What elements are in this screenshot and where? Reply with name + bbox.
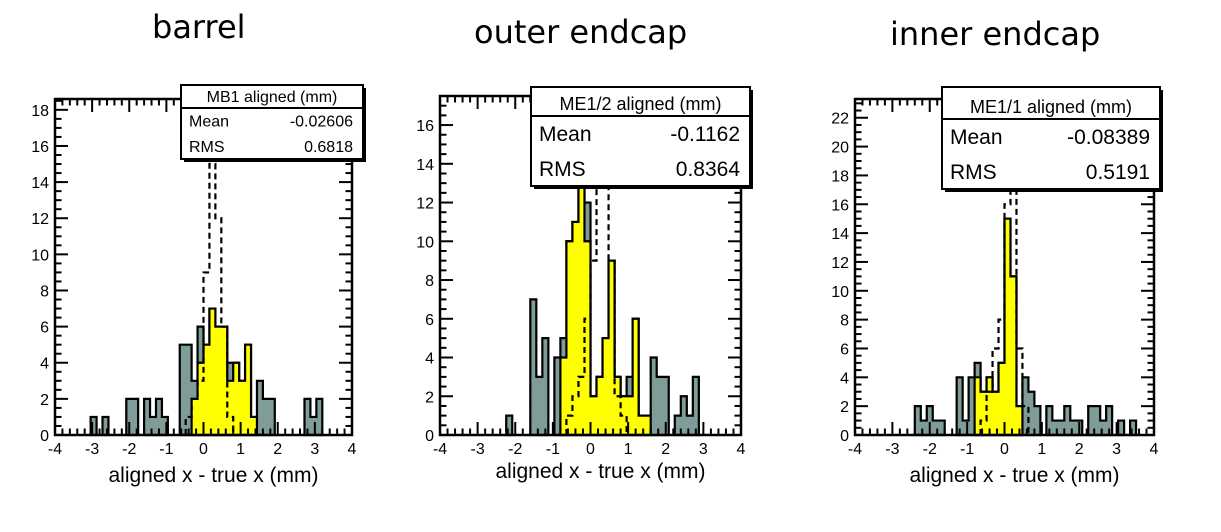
x-tick-label: -3 — [85, 441, 99, 458]
y-tick-label: 16 — [31, 139, 49, 156]
stats-row-label: Mean — [950, 126, 1003, 149]
y-tick-label: 12 — [31, 211, 49, 228]
x-tick-label: 2 — [661, 441, 670, 458]
x-tick-label: -3 — [885, 441, 899, 458]
x-tick-label: 3 — [310, 441, 319, 458]
stats-row-label: RMS — [950, 161, 997, 184]
y-tick-label: 14 — [31, 175, 49, 192]
stats-row-label: Mean — [189, 113, 229, 130]
stats-box-title: ME1/2 aligned (mm) — [559, 94, 721, 114]
chart-title-inner-endcap: inner endcap — [890, 15, 1101, 53]
y-tick-label: 10 — [416, 234, 434, 251]
series-dashed — [565, 104, 628, 435]
stats-box: MB1 aligned (mm) Mean -0.02606 RMS 0.6818 — [180, 84, 366, 162]
y-tick-label: 14 — [831, 226, 849, 243]
y-tick-label: 8 — [40, 283, 49, 300]
stats-box: ME1/2 aligned (mm) Mean -0.1162 RMS 0.8364 — [530, 86, 753, 189]
y-tick-label: 0 — [40, 428, 49, 445]
y-tick-label: 18 — [31, 103, 49, 120]
y-tick-label: 12 — [416, 196, 434, 213]
chart-title-outer-endcap: outer endcap — [474, 13, 688, 51]
chart-title-barrel: barrel — [152, 8, 246, 46]
series-initial — [913, 217, 1138, 437]
y-tick-label: 22 — [831, 111, 849, 128]
y-tick-label: 6 — [425, 312, 434, 329]
y-tick-label: 0 — [840, 428, 849, 445]
x-axis-label: aligned x - true x (mm) — [909, 464, 1119, 487]
x-tick-label: -1 — [960, 441, 974, 458]
x-tick-label: 1 — [624, 441, 633, 458]
x-tick-label: 3 — [699, 441, 708, 458]
y-tick-label: 2 — [40, 392, 49, 409]
axis-ticks — [54, 99, 353, 436]
y-tick-label: 10 — [831, 284, 849, 301]
x-tick-label: -1 — [546, 441, 560, 458]
stats-row-label: RMS — [539, 158, 586, 181]
stats-row-value: 0.8364 — [676, 158, 741, 181]
y-tick-label: 14 — [416, 157, 434, 174]
y-tick-label: 2 — [840, 399, 849, 416]
series-dashed — [184, 162, 235, 435]
y-tick-label: 8 — [425, 273, 434, 290]
x-tick-label: 3 — [1112, 441, 1121, 458]
stats-row-value: -0.02606 — [290, 113, 353, 130]
y-tick-label: 20 — [831, 140, 849, 157]
x-tick-label: -2 — [122, 441, 136, 458]
series-aligned — [973, 217, 1024, 437]
series-initial — [505, 182, 700, 437]
y-tick-label: 6 — [40, 320, 49, 337]
stats-row-label: Mean — [539, 123, 592, 146]
y-tick-label: 12 — [831, 255, 849, 272]
x-tick-label: -4 — [848, 441, 862, 458]
x-tick-label: 1 — [1037, 441, 1046, 458]
x-axis-label: aligned x - true x (mm) — [495, 460, 705, 483]
x-tick-label: 4 — [348, 441, 357, 458]
x-tick-label: 0 — [586, 441, 595, 458]
stats-box-title: MB1 aligned (mm) — [207, 89, 338, 106]
x-tick-label: -4 — [48, 441, 62, 458]
x-tick-label: 1 — [236, 441, 245, 458]
y-tick-label: 0 — [425, 428, 434, 445]
y-tick-label: 2 — [425, 389, 434, 406]
x-tick-label: 4 — [1150, 441, 1159, 458]
y-tick-label: 8 — [840, 313, 849, 330]
x-tick-label: -2 — [923, 441, 937, 458]
x-tick-label: -1 — [159, 441, 173, 458]
x-tick-label: 0 — [199, 441, 208, 458]
y-tick-label: 6 — [840, 341, 849, 358]
y-tick-label: 18 — [831, 168, 849, 185]
y-tick-label: 4 — [425, 351, 434, 368]
x-tick-label: 0 — [1000, 441, 1009, 458]
y-tick-label: 10 — [31, 247, 49, 264]
series-aligned — [559, 182, 652, 437]
x-tick-label: -4 — [433, 441, 447, 458]
x-tick-label: -2 — [508, 441, 522, 458]
series-dashed — [979, 188, 1030, 435]
x-tick-label: 2 — [1075, 441, 1084, 458]
stats-box-title: ME1/1 aligned (mm) — [970, 97, 1132, 117]
stats-row-value: -0.08389 — [1067, 126, 1150, 149]
y-tick-label: 16 — [416, 118, 434, 135]
x-tick-label: 4 — [737, 441, 746, 458]
stats-row-label: RMS — [189, 139, 225, 156]
x-axis-label: aligned x - true x (mm) — [108, 464, 318, 487]
stats-row-value: -0.1162 — [670, 123, 740, 146]
stats-box: ME1/1 aligned (mm) Mean -0.08389 RMS 0.5191 — [941, 86, 1163, 192]
x-tick-label: -3 — [471, 441, 485, 458]
y-tick-label: 4 — [840, 370, 849, 387]
x-tick-label: 2 — [273, 441, 282, 458]
y-tick-label: 4 — [40, 356, 49, 373]
stats-row-value: 0.5191 — [1086, 161, 1150, 184]
y-tick-label: 16 — [831, 197, 849, 214]
stats-row-value: 0.6818 — [304, 139, 353, 156]
